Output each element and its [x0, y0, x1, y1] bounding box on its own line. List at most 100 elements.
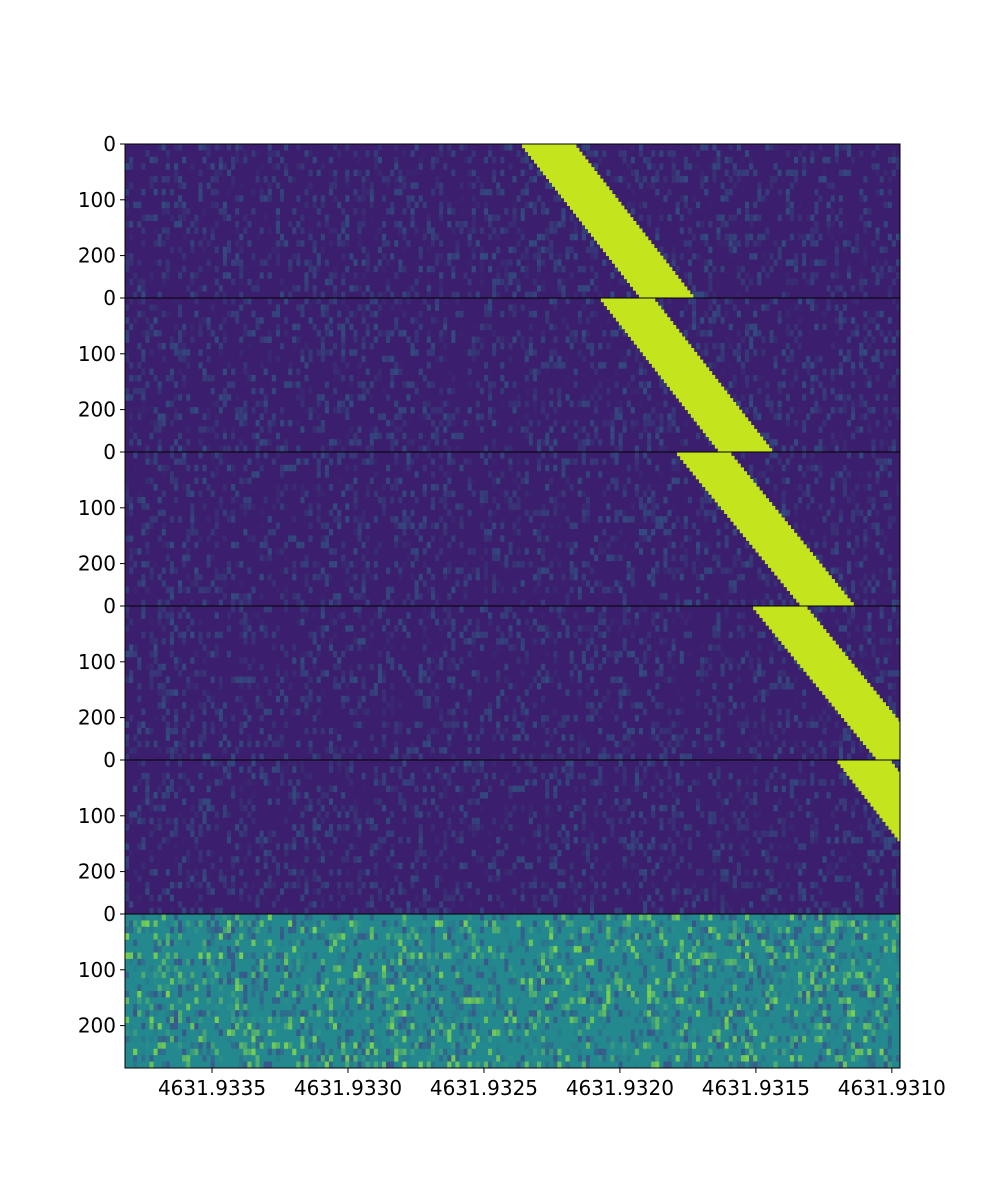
noise-cell — [349, 484, 354, 491]
noise-cell — [202, 368, 207, 375]
noise-cell — [275, 625, 280, 632]
noise-cell — [557, 503, 562, 510]
noise-cell — [532, 208, 537, 215]
noise-cell — [390, 663, 395, 671]
noise-cell — [296, 163, 301, 170]
noise-cell — [573, 541, 578, 549]
noise-cell — [663, 516, 668, 523]
noise-cell — [810, 400, 815, 408]
signal-track-segment — [630, 336, 686, 341]
noise-cell — [891, 169, 896, 177]
noise-cell — [153, 516, 158, 523]
noise-cell — [169, 586, 174, 594]
noise-cell — [357, 240, 362, 247]
noise-cell — [439, 336, 444, 343]
noise-cell — [671, 413, 676, 420]
noise-cell — [818, 554, 823, 562]
noise-cell — [133, 201, 138, 209]
noise-cell — [231, 573, 236, 581]
noise-cell — [573, 227, 578, 234]
noise-cell — [488, 265, 493, 273]
noise-cell — [349, 586, 354, 594]
noise-cell — [549, 400, 554, 408]
noise-cell — [218, 573, 223, 581]
noise-cell — [251, 484, 256, 491]
noise-cell — [165, 554, 170, 562]
noise-cell — [430, 227, 435, 234]
noise-cell — [178, 368, 183, 375]
noise-cell — [218, 715, 223, 722]
noise-cell — [467, 458, 472, 465]
noise-cell — [479, 265, 484, 273]
noise-cell — [402, 182, 407, 189]
noise-cell — [214, 221, 219, 228]
noise-cell — [226, 445, 232, 452]
noise-cell — [516, 548, 521, 555]
noise-cell — [386, 240, 391, 247]
noise-cell — [430, 317, 435, 324]
noise-cell — [879, 445, 884, 452]
noise-cell — [512, 708, 517, 716]
noise-cell — [585, 150, 590, 157]
noise-cell — [361, 522, 366, 529]
noise-cell — [512, 586, 517, 594]
noise-cell — [129, 496, 134, 504]
noise-cell — [202, 689, 207, 696]
noise-cell — [145, 317, 150, 324]
noise-cell — [577, 426, 582, 433]
noise-cell — [826, 304, 831, 311]
noise-cell — [887, 567, 892, 574]
noise-cell — [512, 663, 517, 671]
noise-cell — [235, 593, 240, 600]
noise-cell — [369, 445, 374, 452]
noise-cell — [536, 573, 542, 581]
noise-cell — [153, 176, 158, 183]
noise-cell — [467, 381, 472, 388]
noise-cell — [300, 650, 305, 658]
noise-cell — [728, 214, 733, 221]
noise-cell — [879, 464, 884, 472]
noise-cell — [255, 471, 260, 478]
noise-cell — [683, 272, 688, 279]
noise-cell — [357, 233, 362, 241]
noise-cell — [161, 471, 166, 478]
signal-track-segment — [683, 459, 738, 464]
noise-cell — [218, 323, 223, 331]
noise-cell — [247, 342, 252, 350]
noise-cell — [471, 246, 476, 254]
noise-cell — [418, 445, 423, 452]
noise-cell — [720, 317, 725, 324]
noise-cell — [263, 214, 268, 221]
noise-cell — [300, 670, 305, 677]
noise-cell — [406, 541, 411, 549]
noise-cell — [585, 432, 590, 440]
noise-cell — [247, 734, 252, 741]
noise-cell — [541, 259, 546, 266]
noise-cell — [267, 349, 272, 356]
noise-cell — [161, 144, 166, 151]
noise-cell — [235, 490, 240, 497]
noise-cell — [883, 201, 888, 209]
noise-cell — [765, 477, 770, 485]
noise-cell — [182, 638, 187, 645]
noise-cell — [308, 586, 313, 594]
noise-cell — [471, 227, 476, 234]
noise-cell — [341, 342, 346, 350]
noise-cell — [773, 176, 778, 183]
noise-cell — [785, 394, 790, 401]
noise-cell — [394, 516, 399, 523]
noise-cell — [259, 464, 264, 472]
noise-cell — [418, 272, 423, 279]
noise-cell — [381, 298, 387, 305]
noise-cell — [406, 452, 411, 459]
noise-cell — [785, 278, 790, 286]
noise-cell — [369, 477, 374, 485]
noise-cell — [226, 625, 232, 632]
noise-cell — [528, 176, 533, 183]
noise-cell — [798, 201, 803, 209]
noise-cell — [638, 484, 644, 491]
noise-cell — [479, 182, 484, 189]
noise-cell — [842, 355, 847, 363]
noise-cell — [516, 458, 521, 465]
noise-cell — [357, 169, 362, 177]
